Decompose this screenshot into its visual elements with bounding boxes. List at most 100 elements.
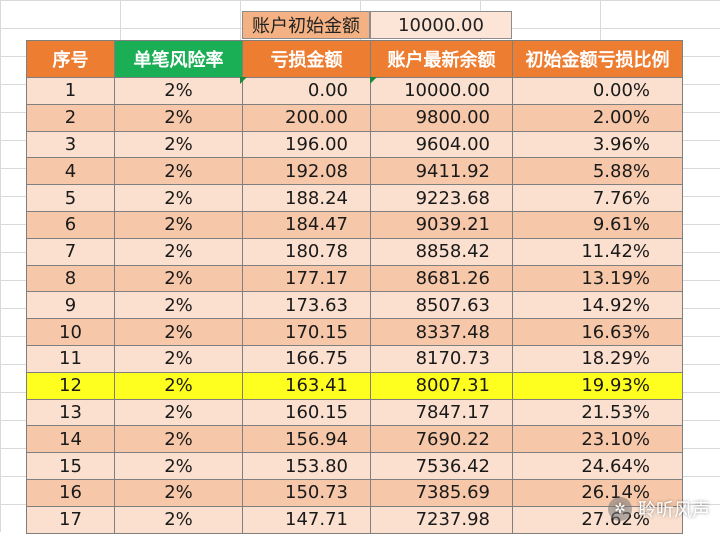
cell-balance[interactable]: 8337.48 <box>370 318 513 346</box>
table-row: 16 2% 150.73 7385.69 26.14% <box>26 478 683 507</box>
cell-balance[interactable]: 7847.17 <box>370 398 513 427</box>
cell-risk-rate[interactable]: 2% <box>114 452 243 480</box>
cell-loss-amount[interactable]: 170.15 <box>242 318 371 346</box>
cell-balance[interactable]: 8858.42 <box>370 237 513 266</box>
cell-risk-rate[interactable]: 2% <box>114 478 243 507</box>
cell-index[interactable]: 1 <box>26 77 115 105</box>
table-row: 4 2% 192.08 9411.92 5.88% <box>26 157 683 186</box>
cell-risk-rate[interactable]: 2% <box>114 291 243 320</box>
cell-loss-ratio[interactable]: 27.62% <box>512 505 683 534</box>
cell-risk-rate[interactable]: 2% <box>114 264 243 293</box>
cell-index[interactable]: 13 <box>26 398 115 427</box>
cell-balance[interactable]: 8507.63 <box>370 291 513 320</box>
cell-loss-amount[interactable]: 196.00 <box>242 130 371 159</box>
cell-index[interactable]: 5 <box>26 184 115 212</box>
header-row: 序号 单笔风险率 亏损金额 账户最新余额 初始金额亏损比例 <box>26 40 683 78</box>
cell-loss-amount[interactable]: 153.80 <box>242 452 371 480</box>
header-balance[interactable]: 账户最新余额 <box>370 40 513 78</box>
cell-loss-ratio[interactable]: 26.14% <box>512 478 683 507</box>
header-index[interactable]: 序号 <box>26 40 115 78</box>
cell-index[interactable]: 7 <box>26 237 115 266</box>
cell-balance[interactable]: 9604.00 <box>370 130 513 159</box>
cell-risk-rate[interactable]: 2% <box>114 103 243 132</box>
header-loss-amount[interactable]: 亏损金额 <box>242 40 371 78</box>
cell-risk-rate[interactable]: 2% <box>114 184 243 212</box>
cell-loss-ratio[interactable]: 21.53% <box>512 398 683 427</box>
cell-balance[interactable]: 7690.22 <box>370 425 513 454</box>
header-loss-ratio[interactable]: 初始金额亏损比例 <box>512 40 683 78</box>
cell-balance[interactable]: 9800.00 <box>370 103 513 132</box>
cell-loss-ratio[interactable]: 23.10% <box>512 425 683 454</box>
cell-risk-rate[interactable]: 2% <box>114 398 243 427</box>
cell-index[interactable]: 2 <box>26 103 115 132</box>
header-risk-rate[interactable]: 单笔风险率 <box>114 40 243 78</box>
cell-risk-rate[interactable]: 2% <box>114 505 243 534</box>
cell-index[interactable]: 4 <box>26 157 115 186</box>
table-body: 1 2% 0.00 10000.00 0.00% 2 2% 200.00 9800.00 2.00… <box>26 77 683 534</box>
cell-loss-ratio[interactable]: 5.88% <box>512 157 683 186</box>
cell-risk-rate[interactable]: 2% <box>114 157 243 186</box>
cell-loss-ratio[interactable]: 3.96% <box>512 130 683 159</box>
risk-table: 序号 单笔风险率 亏损金额 账户最新余额 初始金额亏损比例 1 2% 0.00 100… <box>26 40 683 534</box>
cell-loss-ratio[interactable]: 9.61% <box>512 210 683 239</box>
cell-loss-ratio[interactable]: 16.63% <box>512 318 683 346</box>
cell-risk-rate[interactable]: 2% <box>114 210 243 239</box>
cell-comment-marker <box>370 77 377 84</box>
cell-risk-rate[interactable]: 2% <box>114 77 243 105</box>
cell-index[interactable]: 9 <box>26 291 115 320</box>
cell-index[interactable]: 15 <box>26 452 115 480</box>
cell-risk-rate[interactable]: 2% <box>114 344 243 373</box>
cell-index[interactable]: 14 <box>26 425 115 454</box>
cell-index[interactable]: 16 <box>26 478 115 507</box>
cell-risk-rate[interactable]: 2% <box>114 130 243 159</box>
cell-loss-amount[interactable]: 166.75 <box>242 344 371 373</box>
cell-index[interactable]: 11 <box>26 344 115 373</box>
cell-balance[interactable]: 7237.98 <box>370 505 513 534</box>
cell-loss-amount[interactable]: 173.63 <box>242 291 371 320</box>
cell-balance[interactable]: 9411.92 <box>370 157 513 186</box>
cell-balance[interactable]: 7536.42 <box>370 452 513 480</box>
cell-index[interactable]: 8 <box>26 264 115 293</box>
cell-loss-amount[interactable]: 0.00 <box>242 77 371 105</box>
initial-amount-value[interactable]: 10000.00 <box>370 11 512 39</box>
cell-loss-ratio[interactable]: 13.19% <box>512 264 683 293</box>
cell-balance[interactable]: 8170.73 <box>370 344 513 373</box>
cell-index[interactable]: 10 <box>26 318 115 346</box>
cell-risk-rate[interactable]: 2% <box>114 425 243 454</box>
cell-balance[interactable]: 9039.21 <box>370 210 513 239</box>
table-row: 7 2% 180.78 8858.42 11.42% <box>26 237 683 266</box>
cell-loss-ratio[interactable]: 11.42% <box>512 237 683 266</box>
cell-loss-ratio[interactable]: 18.29% <box>512 344 683 373</box>
initial-amount-label[interactable]: 账户初始金额 <box>242 11 370 39</box>
cell-loss-amount[interactable]: 160.15 <box>242 398 371 427</box>
cell-risk-rate[interactable]: 2% <box>114 318 243 346</box>
cell-balance[interactable]: 7385.69 <box>370 478 513 507</box>
cell-loss-amount[interactable]: 180.78 <box>242 237 371 266</box>
cell-risk-rate[interactable]: 2% <box>114 237 243 266</box>
cell-loss-ratio[interactable]: 19.93% <box>512 371 683 400</box>
cell-loss-amount[interactable]: 200.00 <box>242 103 371 132</box>
cell-risk-rate[interactable]: 2% <box>114 371 243 400</box>
cell-loss-amount[interactable]: 163.41 <box>242 371 371 400</box>
cell-loss-amount[interactable]: 192.08 <box>242 157 371 186</box>
cell-loss-ratio[interactable]: 14.92% <box>512 291 683 320</box>
cell-loss-ratio[interactable]: 2.00% <box>512 103 683 132</box>
cell-index[interactable]: 12 <box>26 371 115 400</box>
cell-loss-amount[interactable]: 188.24 <box>242 184 371 212</box>
cell-index[interactable]: 6 <box>26 210 115 239</box>
cell-index[interactable]: 3 <box>26 130 115 159</box>
cell-balance[interactable]: 8681.26 <box>370 264 513 293</box>
cell-balance[interactable]: 10000.00 <box>370 77 513 105</box>
table-row: 3 2% 196.00 9604.00 3.96% <box>26 130 683 159</box>
cell-loss-ratio[interactable]: 7.76% <box>512 184 683 212</box>
cell-balance[interactable]: 8007.31 <box>370 371 513 400</box>
cell-balance[interactable]: 9223.68 <box>370 184 513 212</box>
cell-loss-amount[interactable]: 147.71 <box>242 505 371 534</box>
cell-loss-amount[interactable]: 156.94 <box>242 425 371 454</box>
cell-loss-amount[interactable]: 150.73 <box>242 478 371 507</box>
cell-loss-ratio[interactable]: 24.64% <box>512 452 683 480</box>
cell-loss-amount[interactable]: 177.17 <box>242 264 371 293</box>
cell-loss-amount[interactable]: 184.47 <box>242 210 371 239</box>
cell-loss-ratio[interactable]: 0.00% <box>512 77 683 105</box>
cell-index[interactable]: 17 <box>26 505 115 534</box>
